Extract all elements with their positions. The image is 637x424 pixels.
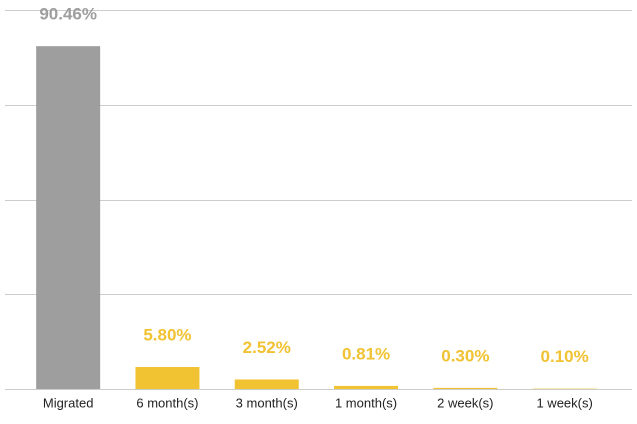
bar bbox=[36, 46, 101, 389]
bar bbox=[433, 387, 498, 389]
bar bbox=[234, 379, 299, 389]
x-tick-label: 1 week(s) bbox=[536, 395, 592, 410]
x-tick-label: Migrated bbox=[43, 395, 94, 410]
x-tick-label: 2 week(s) bbox=[437, 395, 493, 410]
bar bbox=[135, 367, 200, 389]
x-tick-label: 1 month(s) bbox=[335, 395, 397, 410]
value-label: 0.30% bbox=[441, 346, 489, 365]
x-tick-label: 6 month(s) bbox=[136, 395, 198, 410]
bar bbox=[334, 385, 399, 389]
value-label: 2.52% bbox=[243, 338, 291, 357]
value-label: 0.10% bbox=[541, 347, 589, 366]
x-tick-label: 3 month(s) bbox=[236, 395, 298, 410]
value-label: 90.46% bbox=[39, 5, 97, 24]
value-label: 5.80% bbox=[143, 326, 191, 345]
value-label: 0.81% bbox=[342, 344, 390, 363]
